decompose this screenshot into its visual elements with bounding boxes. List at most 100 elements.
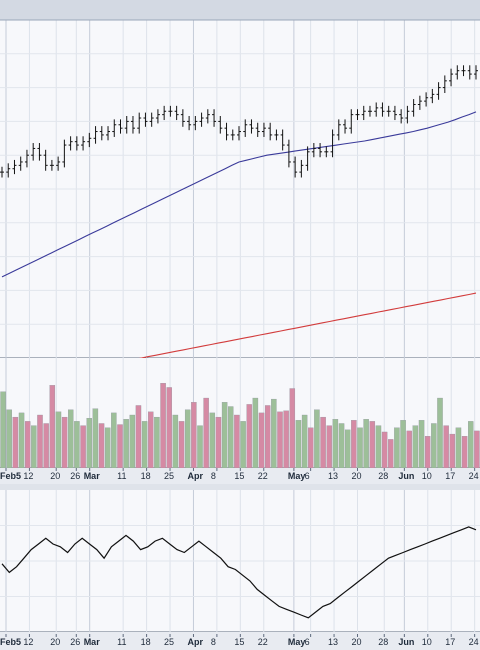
date-axis-panel: Feb5 12 20 26 Mar 11 18 25 Apr 8 15 22 May 6 13 20 28 Jun… [0,468,480,490]
volume-bar-28 [172,414,179,469]
bottom-date-axis-label-6: 18 [141,637,151,647]
price-bar-34 [212,109,217,127]
volume-bar-2 [12,416,19,469]
price-bar-57 [355,109,360,121]
price-bar-41 [255,122,260,137]
chart-header-bar [0,0,480,20]
date-axis-label-14: 13 [328,471,338,481]
volume-bar-62 [381,431,388,469]
price-bar-25 [155,109,160,124]
date-axis-label-8: Apr [187,471,203,481]
price-bar-58 [361,105,366,121]
bottom-date-axis-label-2: 20 [50,637,60,647]
price-bar-28 [174,105,179,121]
volume-bar-37 [228,406,234,469]
price-bar-7 [43,149,48,171]
volume-bar-13 [80,425,86,469]
volume-bar-75 [461,436,468,469]
volume-bar-77 [474,430,480,469]
volume-bar-12 [74,421,80,469]
volume-bar-45 [277,411,283,469]
price-bar-38 [237,126,241,141]
price-bar-69 [430,88,435,104]
volume-bar-35 [215,416,222,469]
volume-bar-38 [234,414,240,469]
volume-bar-66 [406,430,412,469]
bottom-date-axis-label-13: 6 [305,637,310,647]
bottom-date-axis-label-19: 17 [445,637,455,647]
price-bar-43 [268,122,273,141]
volume-bar-61 [375,425,382,469]
price-bar-33 [205,109,210,124]
volume-bar-19 [117,424,123,469]
date-axis-label-17: Jun [398,471,414,481]
volume-bar-8 [49,385,56,469]
volume-bar-5 [31,425,37,469]
date-axis-label-6: 18 [141,471,151,481]
date-axis-label-11: 22 [258,471,268,481]
date-axis-label-9: 8 [211,471,216,481]
price-bar-65 [405,105,410,124]
volume-bar-72 [443,425,449,469]
volume-bar-67 [412,425,419,469]
bottom-date-axis-label-15: 20 [351,637,361,647]
price-bar-62 [386,105,391,117]
price-bar-37 [230,129,235,141]
price-bar-21 [130,115,135,134]
price-bar-74 [461,65,466,77]
price-bar-10 [62,139,67,168]
price-bar-0 [0,166,4,178]
volume-bar-32 [197,425,203,469]
volume-bar-55 [338,423,345,469]
volume-bar-33 [203,397,209,469]
price-bar-72 [449,68,454,87]
price-bar-16 [99,126,104,141]
volume-bar-11 [68,409,74,469]
bottom-date-axis-label-18: 10 [422,637,432,647]
price-bar-64 [399,109,404,124]
volume-bar-31 [191,402,197,469]
volume-bar-69 [424,436,431,469]
volume-bar-40 [246,404,252,469]
date-axis-background [0,468,480,484]
date-axis-label-12: May [288,471,306,481]
price-bar-8 [49,159,54,171]
volume-bar-30 [184,409,191,469]
price-bar-55 [343,119,348,134]
price-bar-23 [143,112,148,127]
price-bar-24 [149,112,154,127]
volume-bar-1 [6,409,12,469]
price-bar-42 [261,122,266,137]
price-bar-5 [31,143,36,161]
price-bar-66 [411,99,416,117]
price-bar-12 [74,136,79,151]
price-bar-15 [93,126,98,144]
date-axis-label-0: Feb5 [0,471,21,481]
volume-bar-16 [98,423,105,469]
volume-bar-23 [141,421,148,469]
volume-bar-22 [135,405,142,469]
price-bar-4 [24,149,29,168]
price-bar-47 [293,156,298,178]
price-bar-39 [243,119,248,137]
price-bar-14 [87,132,92,148]
volume-bar-73 [449,433,456,469]
volume-bar-52 [320,416,326,469]
price-panel [0,20,480,386]
price-bar-19 [118,119,123,134]
price-bar-22 [137,112,142,134]
date-axis-label-4: Mar [84,471,101,481]
date-axis-label-18: 10 [422,471,432,481]
volume-bar-68 [418,420,425,469]
date-axis-label-5: 11 [117,471,126,481]
volume-bar-29 [178,421,185,469]
volume-bar-63 [388,439,394,469]
moving-average-line-0 [1,111,477,278]
bottom-date-axis-label-1: 12 [23,637,33,647]
price-bar-17 [106,126,111,141]
volume-bar-50 [308,427,314,469]
price-bar-68 [424,92,429,107]
price-bar-75 [467,65,472,80]
